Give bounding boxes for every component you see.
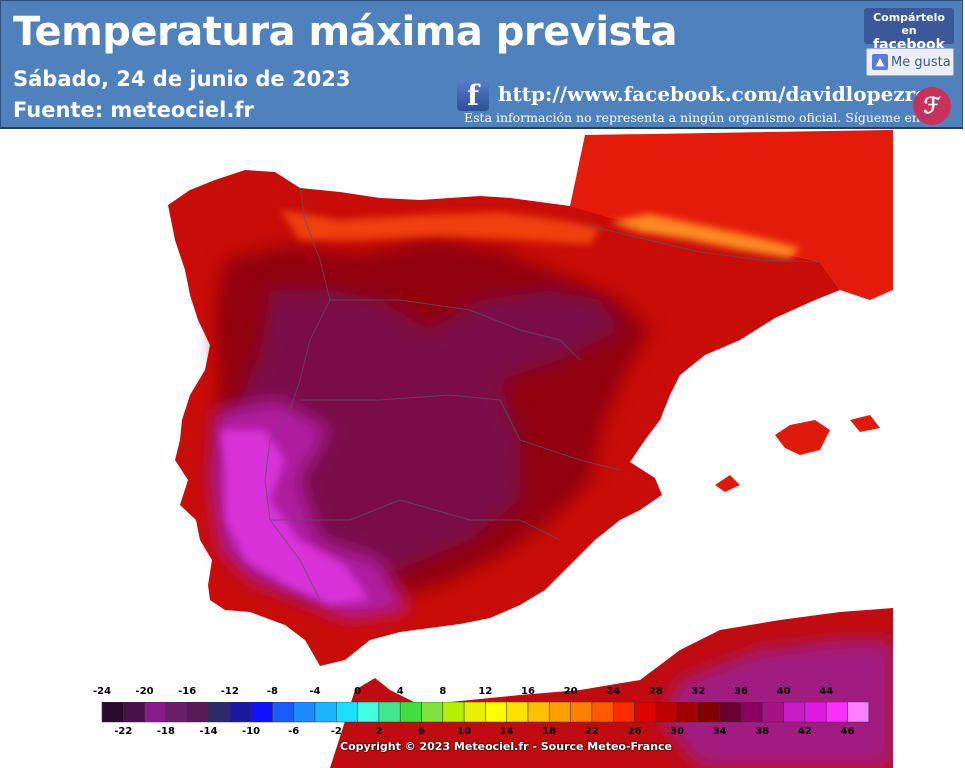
legend-top-label: -20 — [135, 686, 154, 697]
legend-swatch — [250, 702, 273, 723]
legend-top-label: 20 — [563, 686, 578, 697]
legend-swatch — [740, 702, 763, 723]
legend-swatch — [506, 702, 529, 723]
legend-swatch — [783, 702, 806, 723]
legend-top-label: 32 — [691, 686, 706, 697]
legend-bottom-label: 18 — [542, 726, 557, 737]
facebook-link[interactable]: http://www.facebook.com/davidlopezrey — [498, 82, 940, 106]
legend-swatch — [612, 702, 635, 723]
legend-swatch — [123, 702, 145, 723]
legend-top-label: 36 — [734, 686, 748, 697]
legend-bottom-label: 38 — [755, 726, 770, 737]
legend-swatch — [527, 702, 550, 723]
legend-top-label: 0 — [354, 686, 362, 697]
like-label: Me gusta — [891, 55, 951, 70]
legend-top-label: -12 — [220, 686, 239, 697]
legend-swatch — [378, 702, 401, 723]
legend-swatch — [463, 702, 486, 723]
legend-swatch — [186, 702, 209, 723]
legend-swatch — [698, 702, 720, 723]
legend-top-label: 8 — [439, 686, 447, 697]
legend-bottom-label: 26 — [627, 726, 642, 737]
legend-bottom-label: 46 — [840, 726, 855, 737]
legend-bottom-label: 30 — [670, 726, 685, 737]
legend-swatch — [825, 702, 848, 723]
legend-color-scale — [101, 702, 870, 723]
france-landmass — [570, 130, 893, 300]
legend-swatch — [336, 702, 358, 723]
legend-swatch — [591, 702, 614, 723]
legend-swatch — [762, 702, 784, 723]
heat-zone-hot-core — [220, 430, 370, 605]
legend-top-label: 44 — [819, 686, 834, 697]
legend-top-label: 40 — [776, 686, 791, 697]
legend-swatch — [847, 702, 870, 723]
page-title: Temperatura máxima prevista — [13, 9, 677, 55]
legend-bottom-label: -10 — [242, 726, 261, 737]
legend-swatch — [229, 702, 252, 723]
legend-swatch — [719, 702, 742, 723]
facebook-icon[interactable]: f — [457, 79, 489, 112]
north-coast-band — [280, 210, 600, 245]
forecast-date: Sábado, 24 de junio de 2023 — [13, 67, 351, 91]
legend-bottom-label: -2 — [330, 726, 342, 737]
data-source: Fuente: meteociel.fr — [13, 98, 254, 122]
legend-bottom-label: 34 — [712, 726, 727, 737]
legend-bottom-label: 14 — [499, 726, 514, 737]
header-banner: Temperatura máxima prevista Sábado, 24 d… — [0, 0, 963, 129]
legend-swatch — [165, 702, 188, 723]
legend-top-label: 4 — [396, 686, 404, 697]
pyrenees-cooler-band — [610, 214, 800, 258]
legend-top-label: 28 — [648, 686, 663, 697]
legend-swatch — [549, 702, 571, 723]
heat-zone-purple — [230, 290, 620, 580]
legend-bottom-label: 2 — [375, 726, 383, 737]
legend-bottom-label: -6 — [288, 726, 300, 737]
author-logo-icon[interactable]: ℱ — [913, 87, 951, 125]
legend-swatch — [804, 702, 827, 723]
legend-top-label: -16 — [178, 686, 197, 697]
thumbs-up-icon: ▲ — [872, 54, 888, 70]
like-button[interactable]: ▲ Me gusta — [866, 48, 954, 76]
legend-swatch — [676, 702, 699, 723]
share-widget: Compártelo en facebook ▲ Me gusta — [864, 8, 956, 78]
share-facebook-button[interactable]: Compártelo en facebook — [864, 8, 954, 53]
legend-top-label: -24 — [92, 686, 112, 697]
legend-swatch — [272, 702, 294, 723]
temperature-map — [168, 130, 893, 768]
legend-swatch — [357, 702, 380, 723]
legend-swatch — [101, 702, 124, 723]
balearic-islands — [715, 415, 880, 492]
legend-bottom-label: -14 — [199, 726, 218, 737]
legend-swatch — [208, 702, 231, 723]
legend-bottom-label: 10 — [457, 726, 472, 737]
legend-swatch — [314, 702, 337, 723]
legend-swatch — [634, 702, 657, 723]
disclaimer-text: Esta información no representa a ningún … — [464, 110, 920, 125]
legend-top-label: 12 — [478, 686, 493, 697]
legend-swatch — [655, 702, 678, 723]
legend-bottom-label: 22 — [584, 726, 599, 737]
legend-swatch — [485, 702, 507, 723]
country-borders — [264, 187, 821, 601]
legend-swatch — [144, 702, 167, 723]
legend-top-label: -4 — [309, 686, 321, 697]
legend-top-label: -8 — [266, 686, 278, 697]
legend-swatch — [399, 702, 422, 723]
legend-top-label: 24 — [606, 686, 621, 697]
legend-bottom-label: 42 — [797, 726, 812, 737]
share-label: Compártelo en — [873, 11, 945, 37]
legend-bottom-label: -22 — [114, 726, 133, 737]
legend-swatch — [442, 702, 465, 723]
copyright-text: Copyright © 2023 Meteociel.fr - Source M… — [340, 740, 673, 753]
legend-swatch — [293, 702, 316, 723]
legend-swatch — [570, 702, 593, 723]
legend-top-label: 16 — [521, 686, 535, 697]
legend-swatch — [421, 702, 444, 723]
legend-bottom-label: 6 — [418, 726, 425, 737]
legend-bottom-label: -18 — [156, 726, 175, 737]
